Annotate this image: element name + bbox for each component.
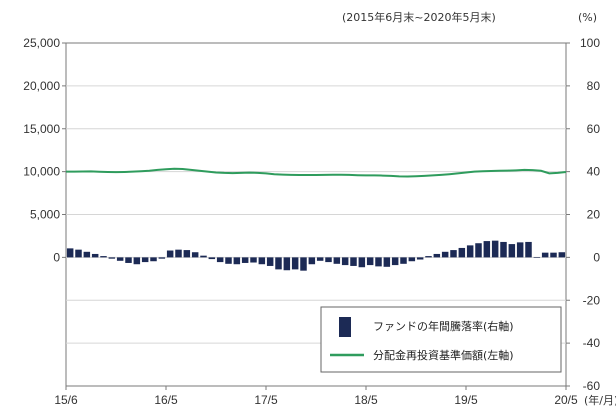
bar xyxy=(516,242,524,258)
left-tick-label: 0 xyxy=(53,250,60,264)
legend-line-label: 分配金再投資基準価額(左軸) xyxy=(373,348,514,362)
bar xyxy=(75,249,82,258)
legend-bar-label: ファンドの年間騰落率(右軸) xyxy=(373,319,514,333)
bar xyxy=(466,245,474,258)
legend-bar-swatch xyxy=(339,317,351,337)
legend: ファンドの年間騰落率(右軸) 分配金再投資基準価額(左軸) xyxy=(320,306,562,373)
bar xyxy=(158,257,166,259)
period-note: (2015年6月末~2020年5月末) xyxy=(342,10,496,24)
bar-series xyxy=(66,240,566,271)
right-tick-label: -20 xyxy=(583,293,601,307)
right-tick-label: -60 xyxy=(583,379,601,393)
right-tick-label: -40 xyxy=(583,336,601,350)
x-tick-label: 19/5 xyxy=(454,393,478,407)
bar xyxy=(433,253,441,258)
right-tick-label: 40 xyxy=(587,165,601,179)
bar xyxy=(108,257,116,259)
bar xyxy=(183,250,191,258)
bar xyxy=(300,257,307,271)
left-tick-label: 20,000 xyxy=(23,79,60,93)
bar xyxy=(116,257,124,261)
bar xyxy=(175,249,182,258)
bar xyxy=(200,255,207,258)
left-tick-label: 25,000 xyxy=(23,36,60,50)
x-axis-unit: (年/月) xyxy=(584,393,616,407)
left-tick-label: 5,000 xyxy=(30,208,60,222)
left-axis-ticks: 0 5,000 10,000 15,000 20,000 25,000 xyxy=(23,36,66,264)
bar xyxy=(83,251,91,258)
bar xyxy=(358,257,366,268)
bar xyxy=(500,241,507,258)
right-tick-label: 100 xyxy=(580,36,600,50)
right-axis-ticks: -60 -40 -20 0 20 40 60 80 100 xyxy=(566,36,600,393)
right-tick-label: 20 xyxy=(587,208,601,222)
bar xyxy=(100,256,107,258)
bar xyxy=(266,257,274,266)
bar xyxy=(191,252,199,258)
bar xyxy=(225,257,232,264)
bar xyxy=(375,257,382,267)
bar xyxy=(66,248,74,258)
bar xyxy=(350,257,357,266)
bar xyxy=(250,257,257,263)
bar xyxy=(400,257,407,264)
legend-box xyxy=(320,306,562,373)
bar xyxy=(125,257,132,263)
bar xyxy=(216,257,224,263)
right-tick-label: 0 xyxy=(593,250,600,264)
bar xyxy=(508,244,516,258)
bar xyxy=(416,257,424,260)
bar xyxy=(391,257,399,266)
bar xyxy=(166,250,174,258)
bar xyxy=(258,257,266,265)
bar xyxy=(208,257,216,260)
bar xyxy=(366,257,374,266)
bar xyxy=(133,257,141,265)
grid xyxy=(66,85,566,344)
left-tick-label: 15,000 xyxy=(23,122,60,136)
bar xyxy=(450,250,457,258)
left-tick-label: 10,000 xyxy=(23,165,60,179)
bar xyxy=(233,257,241,265)
bar xyxy=(308,257,316,265)
bar xyxy=(141,257,149,263)
right-axis-unit: (%) xyxy=(578,11,597,24)
x-tick-label: 18/5 xyxy=(354,393,378,407)
bar xyxy=(425,256,432,258)
bar xyxy=(458,247,466,258)
bar xyxy=(333,257,341,264)
x-tick-label: 15/6 xyxy=(54,393,78,407)
bar xyxy=(441,251,449,258)
x-axis-ticks: 15/6 16/5 17/5 18/5 19/5 20/5 (年/月) xyxy=(54,386,616,407)
bar xyxy=(533,257,541,258)
bar xyxy=(550,252,557,258)
bar xyxy=(475,243,482,258)
bar xyxy=(541,252,549,258)
bar xyxy=(525,241,532,258)
right-tick-label: 60 xyxy=(587,122,601,136)
line-series xyxy=(66,167,567,178)
bar xyxy=(150,257,157,262)
bar xyxy=(383,257,391,267)
x-tick-label: 20/5 xyxy=(554,393,578,407)
bar xyxy=(341,257,349,266)
bar xyxy=(491,240,499,258)
x-tick-label: 16/5 xyxy=(154,393,178,407)
nav-line xyxy=(66,167,567,178)
bar xyxy=(316,257,324,261)
bar xyxy=(283,257,291,271)
bar xyxy=(325,257,332,263)
bar xyxy=(408,257,416,262)
bar xyxy=(275,257,282,270)
bar xyxy=(291,257,299,270)
bar xyxy=(558,252,566,258)
bar xyxy=(241,257,249,263)
bar xyxy=(483,241,491,258)
right-tick-label: 80 xyxy=(587,79,601,93)
x-tick-label: 17/5 xyxy=(254,393,278,407)
bar xyxy=(91,253,99,258)
